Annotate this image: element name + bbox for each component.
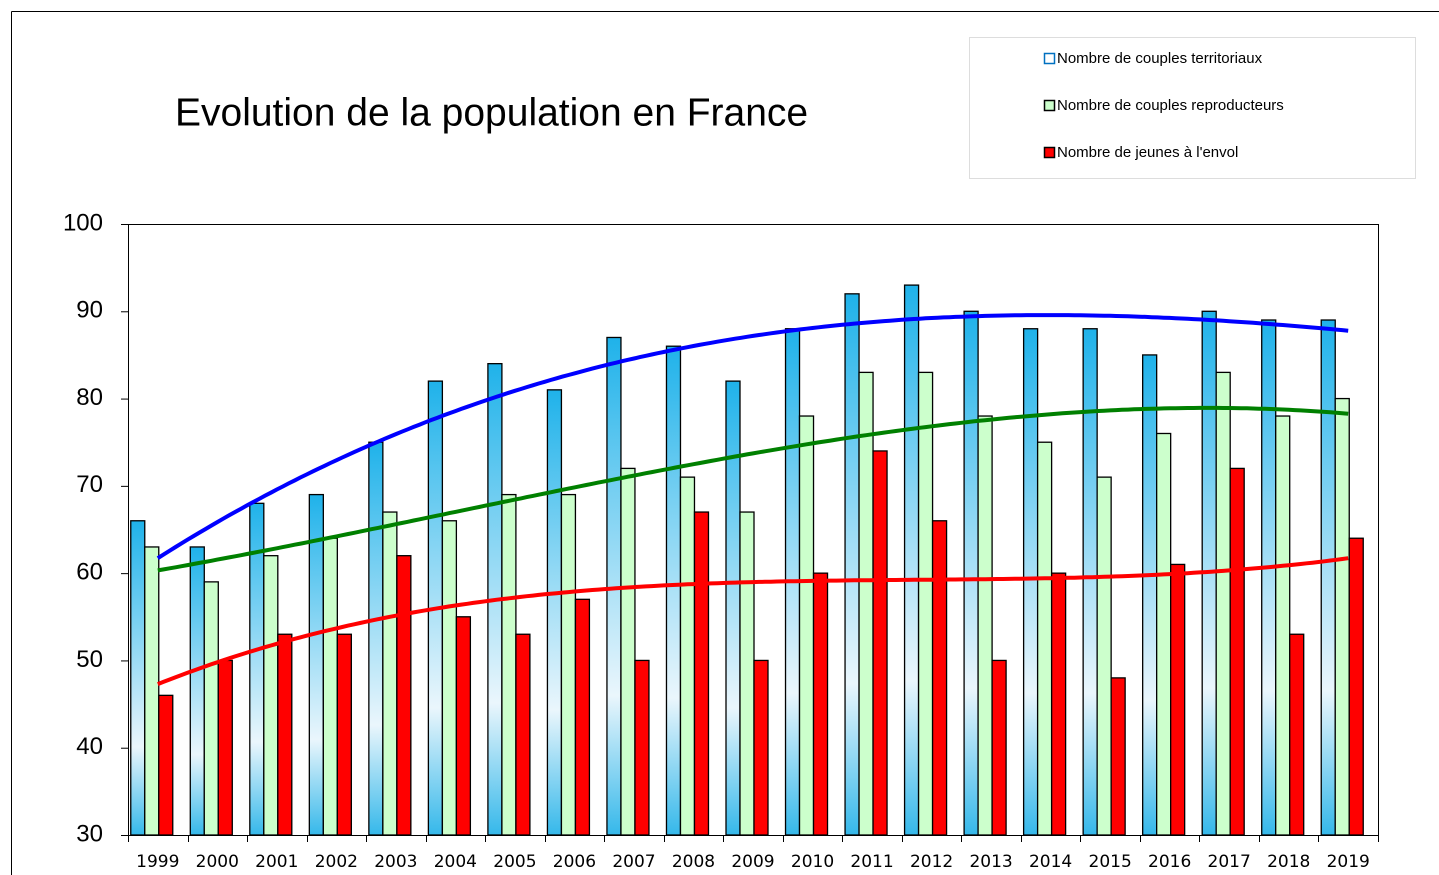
bar: [1022, 328, 1039, 836]
x-tick-label: 2018: [1267, 852, 1310, 872]
bar: [931, 520, 948, 836]
bar: [1082, 328, 1098, 836]
bar: [1275, 415, 1291, 836]
bar: [441, 520, 458, 836]
bar: [368, 441, 384, 836]
y-tick-label: 80: [76, 384, 103, 411]
bar: [515, 633, 531, 836]
x-tick-label: 2015: [1089, 852, 1132, 872]
bar: [844, 293, 860, 836]
x-tick-label: 2003: [374, 852, 417, 872]
bar: [725, 380, 741, 836]
bar: [189, 546, 205, 836]
x-tick-label: 2002: [315, 852, 358, 872]
x-tick-label: 2013: [969, 852, 1012, 872]
chart-title: Evolution de la population en France: [175, 91, 808, 134]
legend-label: Nombre de jeunes à l'envol: [1057, 144, 1238, 161]
bar: [858, 371, 874, 836]
bar: [620, 467, 636, 836]
bar: [872, 450, 888, 836]
x-tick-label: 2017: [1208, 852, 1251, 872]
bar: [1142, 354, 1158, 836]
bar: [634, 659, 650, 836]
bar: [158, 694, 174, 836]
bar: [574, 598, 591, 836]
bar: [1229, 467, 1245, 836]
bar: [977, 415, 993, 836]
bar: [546, 389, 563, 836]
y-tick-label: 60: [76, 558, 103, 585]
bar: [1050, 572, 1067, 836]
bar: [308, 493, 324, 836]
y-tick-label: 50: [76, 646, 103, 673]
bar: [396, 555, 412, 836]
trend-line: [156, 313, 1349, 560]
y-tick-label: 100: [63, 209, 103, 236]
bar: [277, 633, 293, 836]
bar: [1110, 677, 1126, 836]
bar: [991, 659, 1007, 836]
x-tick-label: 2014: [1029, 852, 1072, 872]
bar: [1289, 633, 1305, 836]
bar: [336, 633, 352, 836]
bar: [1348, 537, 1364, 836]
legend-label: Nombre de couples territoriaux: [1057, 50, 1263, 67]
x-tick-label: 2016: [1148, 852, 1191, 872]
bar: [203, 581, 219, 836]
x-tick-label: 2001: [255, 852, 298, 872]
bar: [798, 415, 815, 836]
bar: [917, 371, 934, 836]
trend-line: [157, 405, 1349, 573]
bar: [455, 616, 472, 836]
bar: [1215, 371, 1231, 836]
bar: [753, 659, 769, 836]
bar: [501, 493, 517, 836]
bar: [130, 520, 146, 836]
x-tick-label: 2010: [791, 852, 834, 872]
bar: [1096, 476, 1112, 836]
bar: [1320, 319, 1336, 836]
legend-swatch: [1043, 99, 1056, 112]
x-tick-label: 2011: [850, 852, 893, 872]
bar: [217, 659, 233, 836]
bar: [812, 572, 829, 836]
bar: [1036, 441, 1053, 836]
y-tick-label: 30: [76, 820, 103, 847]
bar: [1170, 563, 1186, 836]
bar: [739, 511, 755, 836]
y-tick-label: 40: [76, 733, 103, 760]
bar: [1156, 432, 1172, 836]
bar: [322, 537, 338, 836]
x-tick-label: 2012: [910, 852, 953, 872]
bar: [560, 493, 577, 836]
bar: [1334, 397, 1350, 836]
x-tick-label: 2009: [731, 852, 774, 872]
bar: [382, 511, 398, 836]
x-tick-label: 2005: [493, 852, 536, 872]
bar: [263, 555, 279, 836]
x-tick-label: 2004: [434, 852, 477, 872]
legend-swatch: [1043, 52, 1056, 65]
x-tick-label: 2008: [672, 852, 715, 872]
y-tick-label: 70: [76, 471, 103, 498]
bar: [665, 345, 682, 836]
bar: [693, 511, 710, 836]
x-tick-label: 1999: [136, 852, 179, 872]
x-tick-label: 2019: [1327, 852, 1370, 872]
x-tick-label: 2007: [612, 852, 655, 872]
bar: [963, 310, 979, 836]
bar: [1261, 319, 1277, 836]
bar: [903, 284, 920, 836]
bar: [144, 546, 160, 836]
bar: [679, 476, 696, 836]
trend-line: [157, 556, 1349, 686]
y-tick-label: 90: [76, 297, 103, 324]
legend-label: Nombre de couples reproducteurs: [1057, 97, 1284, 114]
x-tick-label: 2006: [553, 852, 596, 872]
x-tick-label: 2000: [196, 852, 239, 872]
legend-swatch: [1043, 146, 1056, 159]
